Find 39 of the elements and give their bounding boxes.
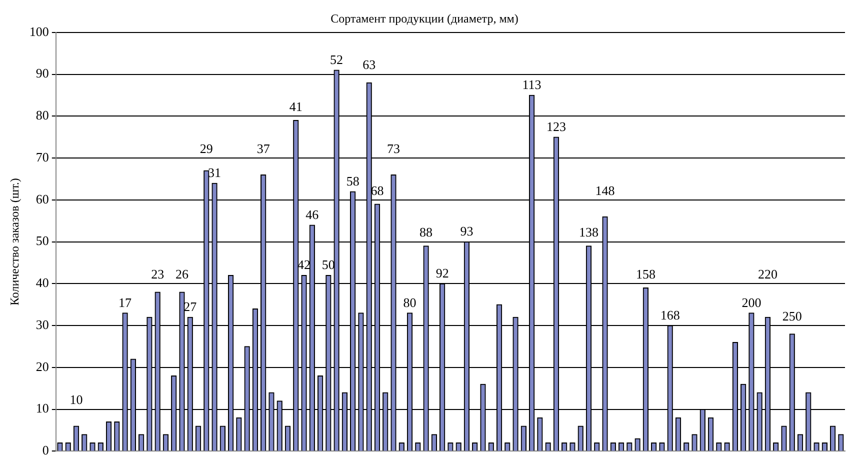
x-tick-label: 113 <box>522 77 542 92</box>
y-tick-label: 20 <box>36 358 49 374</box>
x-tick-label: 17 <box>118 294 132 310</box>
y-tick-label: 80 <box>36 108 49 123</box>
x-tick-label: 158 <box>636 266 656 282</box>
x-tick-label: 123 <box>546 119 566 134</box>
x-tick-label: 58 <box>346 173 360 188</box>
x-tick-label: 80 <box>403 294 416 310</box>
x-tick-label: 88 <box>420 224 433 240</box>
x-tick-label: 27 <box>184 299 198 314</box>
x-tick-label: 52 <box>330 52 344 68</box>
x-tick-label: 50 <box>322 257 335 272</box>
y-tick-label: 40 <box>36 275 49 290</box>
x-tick-label: 148 <box>595 182 615 198</box>
x-tick-label: 138 <box>578 224 598 240</box>
x-tick-label: 26 <box>175 266 189 282</box>
y-tick-label: 10 <box>36 400 49 416</box>
x-tick-label: 168 <box>660 307 680 322</box>
x-tick-label: 46 <box>306 206 320 222</box>
y-tick-label: 90 <box>36 66 49 81</box>
x-tick-label: 63 <box>362 57 376 72</box>
y-tick-label: 70 <box>36 149 49 164</box>
y-tick-label: 0 <box>42 442 49 458</box>
x-tick-label: 250 <box>782 308 802 324</box>
y-tick-label: 100 <box>29 24 49 39</box>
y-tick-label: 30 <box>36 316 49 332</box>
x-tick-label: 31 <box>208 165 222 180</box>
y-tick-label: 60 <box>36 191 49 206</box>
x-tick-label: 93 <box>460 224 474 239</box>
x-tick-label: 73 <box>387 140 400 156</box>
x-tick-label: 29 <box>200 140 213 156</box>
x-tick-label: 23 <box>151 266 164 282</box>
x-tick-label: 92 <box>436 266 449 281</box>
y-axis-title: Количество заказов (шт.) <box>7 178 22 306</box>
x-tick-label: 37 <box>256 140 270 156</box>
chart-title: Сортамент продукции (диаметр, мм) <box>330 11 518 26</box>
x-tick-label: 41 <box>289 99 302 114</box>
x-tick-label: 220 <box>758 266 778 282</box>
x-tick-label: 200 <box>742 294 762 310</box>
